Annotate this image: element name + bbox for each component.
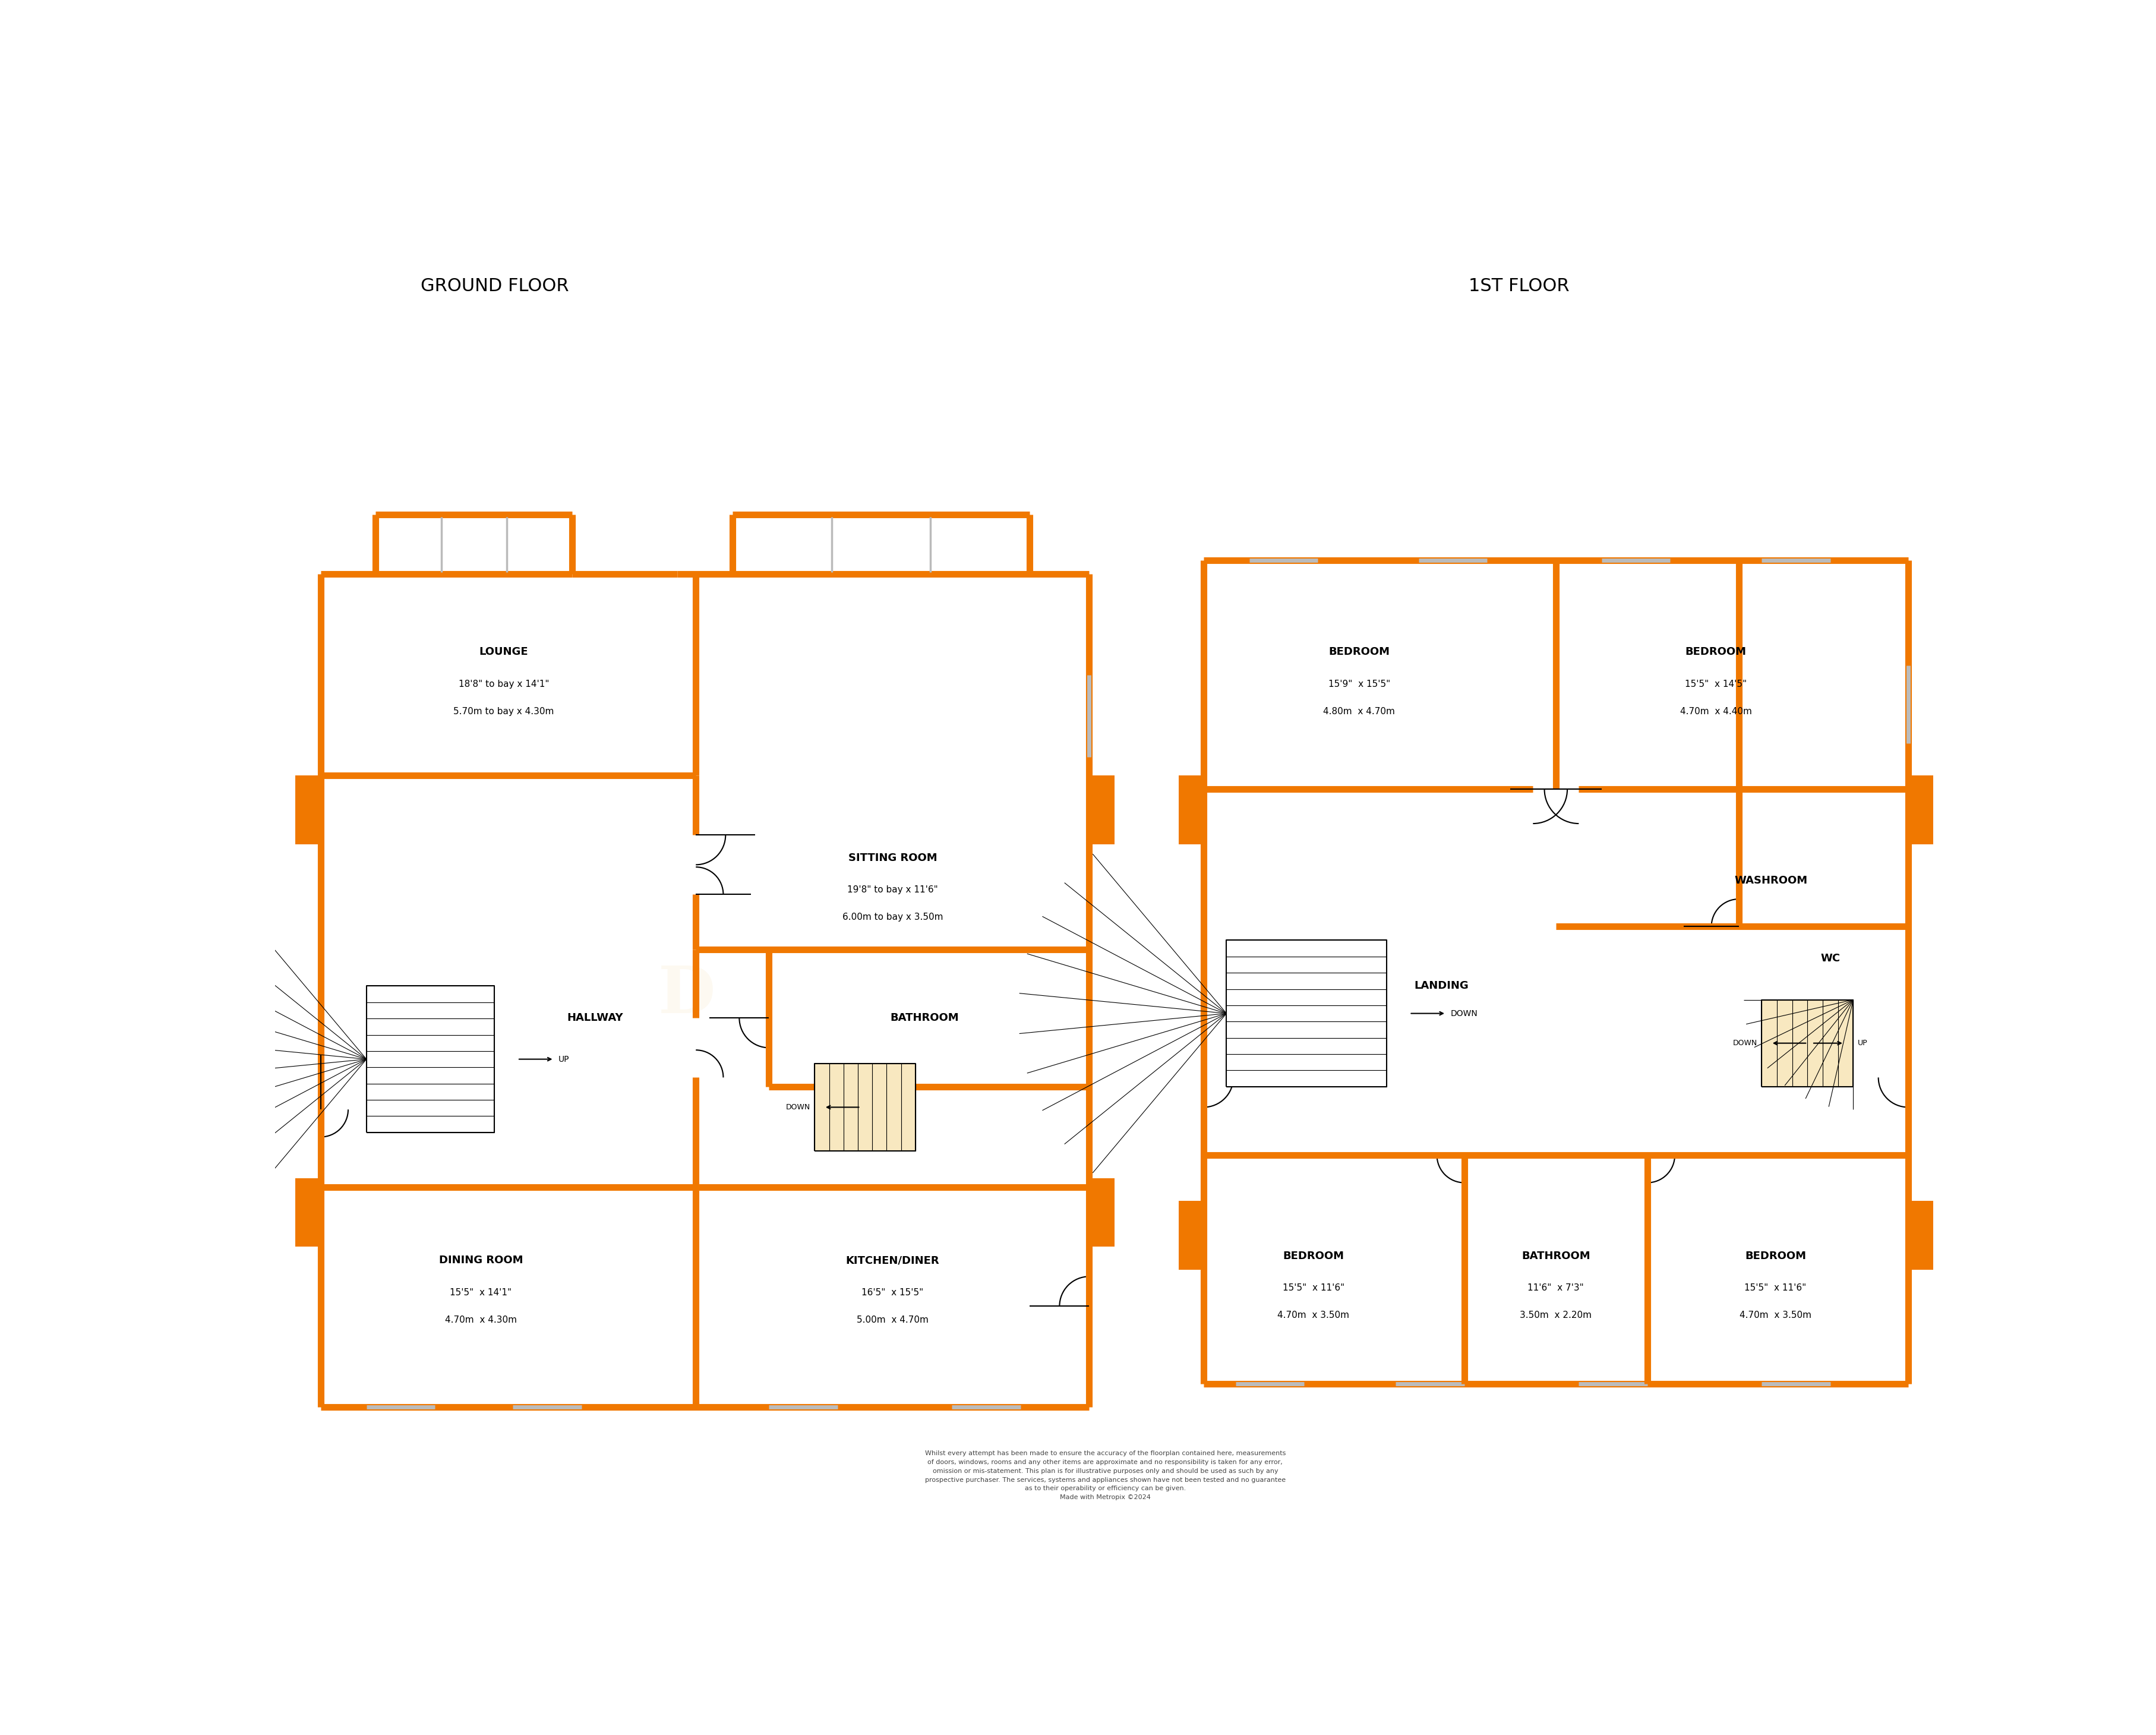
Text: WC: WC: [1820, 953, 1839, 965]
Text: LOUNGE: LOUNGE: [479, 647, 528, 658]
Bar: [1908, 1201, 1932, 1270]
Text: 4.70m  x 4.30m: 4.70m x 4.30m: [444, 1315, 517, 1324]
Text: UP: UP: [558, 1055, 569, 1064]
Bar: [1177, 776, 1203, 845]
Text: BEDROOM: BEDROOM: [1684, 647, 1746, 658]
Text: 15'5"  x 14'1": 15'5" x 14'1": [451, 1287, 511, 1298]
Text: 4.80m  x 4.70m: 4.80m x 4.70m: [1324, 708, 1395, 717]
Text: 1ST FLOOR: 1ST FLOOR: [1468, 278, 1570, 295]
Text: BEDROOM: BEDROOM: [1328, 647, 1388, 658]
Text: 15'5"  x 11'6": 15'5" x 11'6": [1744, 1284, 1807, 1293]
Text: 4.70m  x 3.50m: 4.70m x 3.50m: [1276, 1312, 1350, 1320]
Text: BATHROOM: BATHROOM: [1522, 1251, 1589, 1261]
Text: 3.50m  x 2.20m: 3.50m x 2.20m: [1520, 1312, 1591, 1320]
Text: LANDING: LANDING: [1414, 980, 1468, 991]
Bar: [295, 1178, 321, 1247]
Text: 4.70m  x 4.40m: 4.70m x 4.40m: [1680, 708, 1751, 717]
Text: 19'8" to bay x 11'6": 19'8" to bay x 11'6": [847, 885, 938, 894]
Text: 16'5"  x 15'5": 16'5" x 15'5": [862, 1287, 923, 1298]
Text: DINING ROOM: DINING ROOM: [438, 1254, 522, 1267]
Text: 4.70m  x 3.50m: 4.70m x 3.50m: [1740, 1312, 1811, 1320]
Bar: [1089, 1178, 1115, 1247]
Text: GROUND FLOOR: GROUND FLOOR: [420, 278, 569, 295]
Text: SITTING ROOM: SITTING ROOM: [847, 852, 936, 864]
Text: BEDROOM: BEDROOM: [1283, 1251, 1343, 1261]
Text: 5.00m  x 4.70m: 5.00m x 4.70m: [856, 1315, 929, 1324]
Text: 11'6"  x 7'3": 11'6" x 7'3": [1526, 1284, 1583, 1293]
Bar: [1761, 999, 1852, 1086]
Bar: [295, 776, 321, 845]
Bar: [1908, 776, 1932, 845]
Text: BATHROOM: BATHROOM: [890, 1013, 959, 1024]
Text: DOWN: DOWN: [785, 1103, 811, 1110]
Text: Whilst every attempt has been made to ensure the accuracy of the floorplan conta: Whilst every attempt has been made to en…: [925, 1450, 1285, 1501]
Bar: [367, 985, 494, 1133]
Text: D: D: [658, 963, 716, 1027]
Text: DOWN: DOWN: [1731, 1039, 1757, 1046]
Text: 6.00m to bay x 3.50m: 6.00m to bay x 3.50m: [843, 913, 942, 921]
Text: HALLWAY: HALLWAY: [567, 1013, 623, 1024]
Text: UP: UP: [1856, 1039, 1867, 1046]
Text: BEDROOM: BEDROOM: [1744, 1251, 1805, 1261]
Bar: [1177, 1201, 1203, 1270]
Bar: [815, 1064, 914, 1150]
Text: WASHROOM: WASHROOM: [1733, 876, 1807, 887]
Text: 18'8" to bay x 14'1": 18'8" to bay x 14'1": [459, 680, 550, 689]
Text: 15'9"  x 15'5": 15'9" x 15'5": [1328, 680, 1391, 689]
Text: 5.70m to bay x 4.30m: 5.70m to bay x 4.30m: [453, 708, 554, 717]
Text: KITCHEN/DINER: KITCHEN/DINER: [845, 1254, 940, 1267]
Bar: [1089, 776, 1115, 845]
Text: DOWN: DOWN: [1451, 1010, 1477, 1018]
Text: 15'5"  x 11'6": 15'5" x 11'6": [1283, 1284, 1343, 1293]
Bar: [1227, 940, 1386, 1086]
Text: 15'5"  x 14'5": 15'5" x 14'5": [1684, 680, 1746, 689]
